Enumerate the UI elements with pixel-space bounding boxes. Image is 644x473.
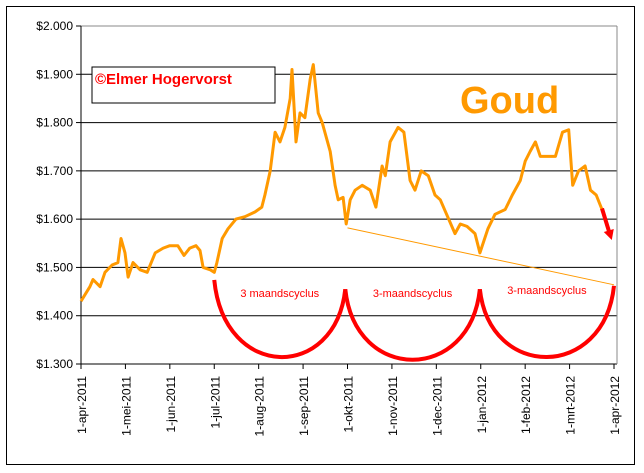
y-tick-label: $2.000 [36,19,73,33]
x-tick-label: 1-nov-2011 [386,376,400,436]
series-line-goud [79,63,604,302]
x-tick-label: 1-jun-2011 [164,376,178,433]
trend-line [347,227,615,286]
arrow-head-icon [603,228,614,240]
x-tick-label: 1-jul-2011 [208,376,222,429]
x-tick-label: 1-okt-2011 [342,376,356,433]
x-tick-label: 1-sep-2011 [297,376,311,436]
cycle-arc [212,279,348,360]
x-tick-label: 1-feb-2012 [519,376,533,434]
x-tick-label: 1-apr-2011 [75,376,89,434]
x-tick-label: 1-jan-2012 [475,376,489,434]
watermark-box [91,66,276,104]
chart-frame [6,6,635,465]
chart-title: Goud [460,80,559,122]
x-tick-label: 1-mei-2011 [119,376,133,436]
cycle-arc [477,285,616,360]
y-tick-label: $1.800 [36,116,73,130]
x-tick-label: 1-aug-2011 [253,376,267,437]
y-tick-label: $1.900 [36,67,73,81]
y-tick-label: $1.600 [36,212,73,226]
y-tick-label: $1.400 [36,309,73,323]
x-tick-label: 1-mrt-2012 [564,376,578,435]
watermark: ©Elmer Hogervorst [95,71,232,88]
cycle-arc [343,288,482,362]
trend-arrow [600,207,612,235]
cycle-label: 3-maandscyclus [373,288,453,300]
x-tick-label: 1-apr-2012 [608,376,622,435]
x-tick-label: 1-dec-2011 [430,376,444,436]
y-tick-label: $1.500 [36,260,73,274]
y-tick-label: $1.300 [36,357,73,371]
cycle-label: 3-maandscyclus [507,285,587,297]
cycle-label: 3 maandscyclus [240,288,319,300]
y-tick-label: $1.700 [36,164,73,178]
